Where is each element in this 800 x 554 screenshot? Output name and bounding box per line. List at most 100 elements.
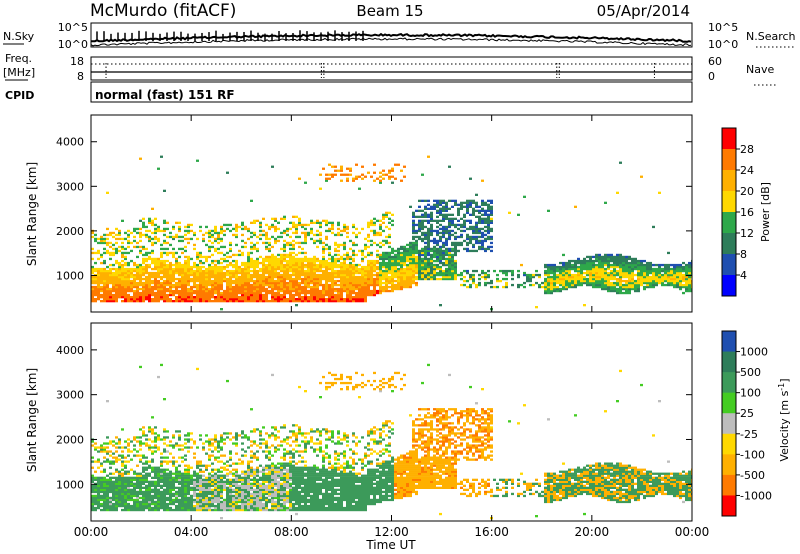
velocity-cell: [175, 480, 178, 483]
velocity-cell: [178, 438, 181, 441]
power-cell: [355, 267, 358, 271]
power-cell: [175, 289, 178, 293]
power-cell: [346, 281, 349, 285]
power-cell: [298, 285, 301, 289]
power-cell: [631, 279, 634, 283]
power-cell: [202, 239, 205, 243]
power-cell: [655, 267, 658, 271]
power-cell: [448, 273, 451, 277]
power-cell: [178, 229, 181, 233]
power-cell: [217, 283, 220, 287]
power-cell: [490, 221, 493, 224]
power-cell: [469, 239, 472, 243]
power-cell: [688, 275, 691, 279]
power-cell: [421, 249, 424, 253]
power-cell: [358, 267, 361, 271]
power-cell: [175, 281, 178, 285]
power-cell: [142, 245, 145, 249]
power-cell: [547, 281, 550, 285]
power-cell: [103, 283, 106, 287]
power-cell: [265, 263, 268, 267]
power-cell: [151, 219, 154, 222]
velocity-cell: [136, 474, 139, 477]
power-cell: [388, 177, 391, 180]
power-cell: [325, 247, 328, 251]
power-cell: [610, 287, 613, 291]
power-cell: [349, 267, 352, 271]
power-cell: [688, 277, 691, 281]
power-cell: [652, 283, 655, 287]
power-cell: [286, 243, 289, 247]
power-cell: [436, 233, 439, 237]
power-cell: [451, 265, 454, 269]
power-cell: [373, 291, 376, 295]
power-cell: [388, 245, 391, 249]
power-cell: [343, 275, 346, 279]
power-cell: [211, 245, 214, 249]
power-cell: [319, 300, 322, 303]
power-cell: [232, 300, 235, 303]
power-cell: [388, 227, 391, 231]
power-cell: [310, 221, 313, 224]
power-cell: [310, 263, 313, 267]
power-cell: [439, 207, 442, 210]
power-cell: [412, 281, 415, 285]
velocity-cell: [166, 472, 169, 475]
noise-right-label: N.Search: [746, 30, 796, 43]
power-cell: [154, 291, 157, 295]
velocity-cell: [175, 494, 178, 498]
power-cell: [262, 229, 265, 233]
power-cell: [454, 243, 457, 247]
power-cell: [265, 293, 268, 297]
power-cell: [646, 269, 649, 273]
power-cell: [382, 285, 385, 289]
power-cell: [595, 271, 598, 275]
power-cell: [304, 289, 307, 293]
power-cell: [418, 265, 421, 269]
power-cell: [124, 231, 127, 235]
power-cell: [682, 277, 685, 281]
power-cell: [208, 287, 211, 291]
power-cell: [340, 261, 343, 265]
power-cell: [121, 237, 124, 241]
velocity-cell: [115, 482, 118, 485]
velocity-cell: [172, 486, 175, 489]
power-cell: [232, 293, 235, 297]
power-cell: [250, 277, 253, 281]
power-cell: [256, 235, 259, 239]
power-cell: [379, 267, 382, 271]
power-cell: [202, 281, 205, 285]
power-cell: [205, 287, 208, 291]
power-cell: [376, 253, 379, 257]
velocity-cell: [148, 490, 151, 494]
power-cell: [586, 279, 589, 283]
power-cell: [343, 257, 346, 261]
power-cell: [319, 237, 322, 241]
power-cell: [196, 298, 199, 301]
power-cell: [643, 273, 646, 277]
power-cell: [142, 298, 145, 301]
power-cell: [229, 249, 232, 253]
power-cell: [427, 271, 430, 275]
velocity-cell: [166, 436, 169, 439]
power-cell: [526, 277, 529, 281]
power-cell: [409, 279, 412, 283]
power-cell: [106, 273, 109, 277]
power-cell: [640, 281, 643, 285]
power-cell: [148, 265, 151, 269]
power-cell: [163, 281, 166, 285]
power-cell: [553, 263, 556, 267]
power-cell: [451, 257, 454, 261]
power-cell: [244, 273, 247, 277]
power-cell: [157, 281, 160, 285]
power-cell: [205, 293, 208, 297]
power-cell: [409, 255, 412, 259]
power-cell: [685, 285, 688, 289]
power-cell: [118, 291, 121, 295]
velocity-cell: [106, 460, 109, 463]
power-cell: [301, 296, 304, 299]
power-cell: [268, 279, 271, 283]
velocity-cell: [142, 494, 145, 498]
velocity-cell: [160, 460, 163, 463]
power-cell: [97, 281, 100, 285]
